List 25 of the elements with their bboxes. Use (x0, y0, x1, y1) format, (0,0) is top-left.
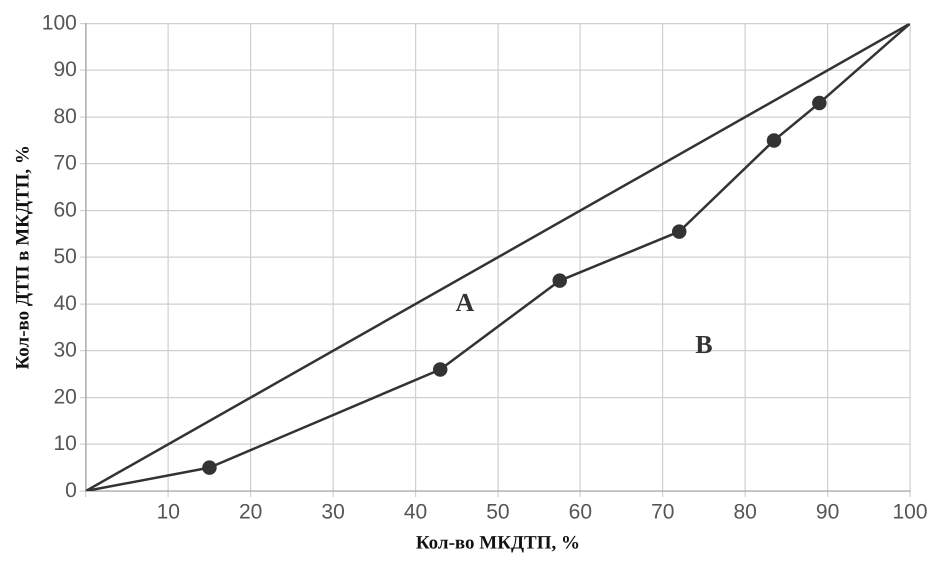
x-tick-label: 40 (404, 500, 428, 524)
y-tick-label: 80 (53, 104, 77, 128)
annotation: B (695, 330, 713, 359)
y-tick-label: 70 (53, 152, 77, 175)
x-axis-title: Кол-во МКДТП, % (416, 532, 580, 554)
y-tick-label: 90 (53, 58, 77, 82)
y-axis-title: Кол-во ДТП в МКДТП, % (12, 145, 34, 370)
x-tick-label: 90 (816, 500, 840, 524)
y-tick-label: 40 (53, 292, 77, 315)
x-tick-label: 20 (238, 500, 262, 524)
x-tick-label: 70 (651, 500, 674, 524)
x-tick-label: 60 (568, 500, 592, 524)
y-tick-label: 0 (65, 478, 77, 502)
x-tick-label: 80 (733, 500, 757, 524)
x-tick-label: 100 (892, 500, 928, 524)
y-tick-label: 60 (53, 198, 77, 222)
annotation: A (456, 288, 475, 317)
y-tick-label: 100 (42, 11, 77, 34)
y-tick-label: 20 (53, 385, 77, 408)
x-tick-label: 50 (486, 500, 510, 524)
y-tick-label: 10 (53, 432, 77, 456)
y-tick-label: 50 (53, 245, 77, 268)
y-tick-label: 30 (53, 338, 77, 362)
x-tick-label: 30 (321, 500, 345, 524)
x-tick-label: 10 (156, 500, 180, 524)
